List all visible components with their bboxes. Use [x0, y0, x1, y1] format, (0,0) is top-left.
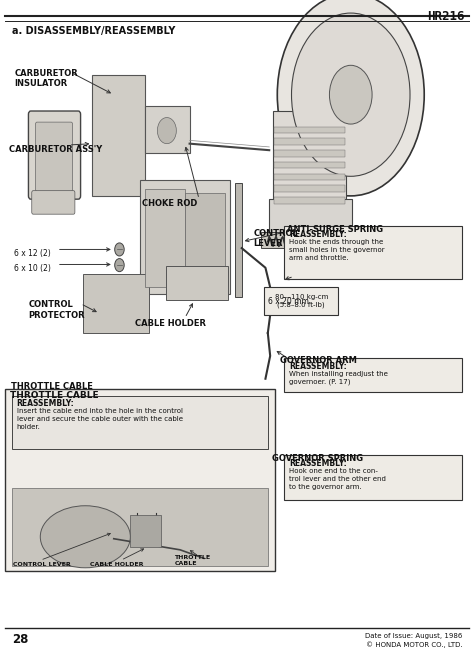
Bar — [269, 199, 352, 235]
Text: REASSEMBLY:: REASSEMBLY: — [289, 459, 347, 468]
Text: 6 x 12 (2): 6 x 12 (2) — [14, 249, 51, 259]
Text: THROTTLE CABLE: THROTTLE CABLE — [11, 382, 93, 391]
Text: a. DISASSEMBLY/REASSEMBLY: a. DISASSEMBLY/REASSEMBLY — [12, 26, 175, 36]
Circle shape — [115, 259, 124, 272]
Bar — [274, 127, 345, 133]
Circle shape — [277, 0, 424, 196]
Bar — [274, 185, 345, 192]
Bar — [130, 515, 161, 547]
Text: CONTROL LEVER: CONTROL LEVER — [13, 562, 71, 567]
Text: THROTTLE CABLE: THROTTLE CABLE — [10, 391, 99, 400]
Bar — [83, 274, 149, 333]
Text: REASSEMBLY:: REASSEMBLY: — [289, 230, 347, 239]
Text: CABLE HOLDER: CABLE HOLDER — [90, 562, 144, 567]
Bar — [235, 183, 242, 297]
Text: THROTTLE
CABLE: THROTTLE CABLE — [174, 555, 210, 566]
Text: Hook the ends through the
small holes in the governor
arm and throttle.: Hook the ends through the small holes in… — [289, 239, 385, 261]
Text: CONTROL
PROTECTOR: CONTROL PROTECTOR — [28, 300, 85, 320]
Text: When installing readjust the
governoer. (P. 17): When installing readjust the governoer. … — [289, 371, 388, 385]
Bar — [261, 232, 363, 248]
FancyBboxPatch shape — [284, 226, 462, 279]
Bar — [274, 197, 345, 204]
Bar — [274, 174, 345, 180]
Bar — [166, 266, 228, 300]
Text: Hook one end to the con-
trol lever and the other end
to the governor arm.: Hook one end to the con- trol lever and … — [289, 468, 386, 490]
Text: GOVERNOR ARM: GOVERNOR ARM — [280, 356, 356, 365]
Text: HR216: HR216 — [427, 10, 465, 23]
Bar — [273, 111, 346, 206]
FancyBboxPatch shape — [92, 75, 145, 196]
Text: CARBURETOR ASS'Y: CARBURETOR ASS'Y — [9, 145, 103, 154]
Text: CONTROL
LEVER: CONTROL LEVER — [254, 229, 298, 248]
Text: CABLE HOLDER: CABLE HOLDER — [135, 319, 206, 328]
Text: CARBURETOR
INSULATOR: CARBURETOR INSULATOR — [14, 69, 78, 88]
Circle shape — [115, 243, 124, 256]
Circle shape — [157, 118, 176, 144]
Bar — [145, 106, 190, 153]
Bar — [185, 193, 225, 284]
Bar — [145, 189, 185, 287]
FancyBboxPatch shape — [284, 358, 462, 392]
Text: REASSEMBLY:: REASSEMBLY: — [17, 399, 74, 408]
Text: Date of Issue: August, 1986
© HONDA MOTOR CO., LTD.: Date of Issue: August, 1986 © HONDA MOTO… — [365, 633, 462, 648]
Text: CHOKE ROD: CHOKE ROD — [142, 199, 198, 208]
Text: Insert the cable end into the hole in the control
lever and secure the cable out: Insert the cable end into the hole in th… — [17, 408, 182, 430]
FancyBboxPatch shape — [264, 287, 338, 315]
FancyBboxPatch shape — [5, 389, 275, 571]
Circle shape — [292, 13, 410, 176]
Bar — [274, 138, 345, 145]
Text: REASSEMBLY:: REASSEMBLY: — [289, 362, 347, 371]
Text: 80—110 kg-cm
(5.8–8.0 ft-lb): 80—110 kg-cm (5.8–8.0 ft-lb) — [274, 295, 328, 308]
Text: ANTI-SURGE SPRING: ANTI-SURGE SPRING — [287, 225, 383, 234]
FancyBboxPatch shape — [12, 488, 268, 566]
Text: GOVERNOR SPRING: GOVERNOR SPRING — [272, 454, 363, 463]
Text: 6 x 20 mm: 6 x 20 mm — [268, 297, 309, 306]
Bar — [140, 180, 230, 294]
Text: 28: 28 — [12, 633, 28, 646]
FancyBboxPatch shape — [12, 396, 268, 449]
Bar — [274, 162, 345, 168]
FancyBboxPatch shape — [36, 122, 73, 191]
Bar — [274, 150, 345, 157]
FancyBboxPatch shape — [32, 191, 75, 214]
Text: 6 x 10 (2): 6 x 10 (2) — [14, 264, 51, 274]
Ellipse shape — [40, 505, 130, 567]
FancyBboxPatch shape — [284, 455, 462, 500]
FancyBboxPatch shape — [28, 111, 81, 199]
Circle shape — [329, 65, 372, 124]
